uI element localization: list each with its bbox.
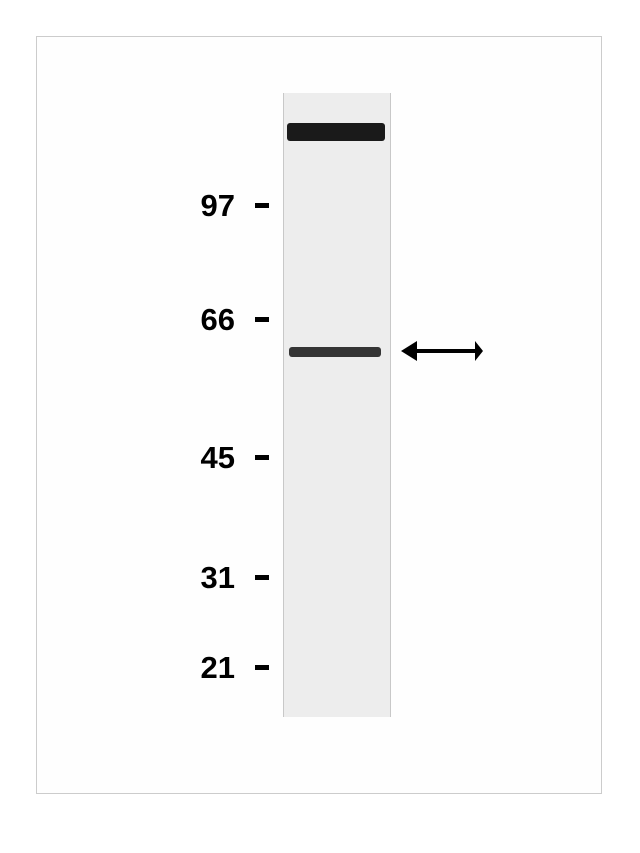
arrow-shaft [417, 349, 475, 353]
target-arrow [37, 37, 601, 793]
arrow-tail-icon [475, 341, 483, 361]
arrow-head-icon [401, 341, 417, 361]
blot-figure-frame: 97 66 45 31 21 [36, 36, 602, 794]
